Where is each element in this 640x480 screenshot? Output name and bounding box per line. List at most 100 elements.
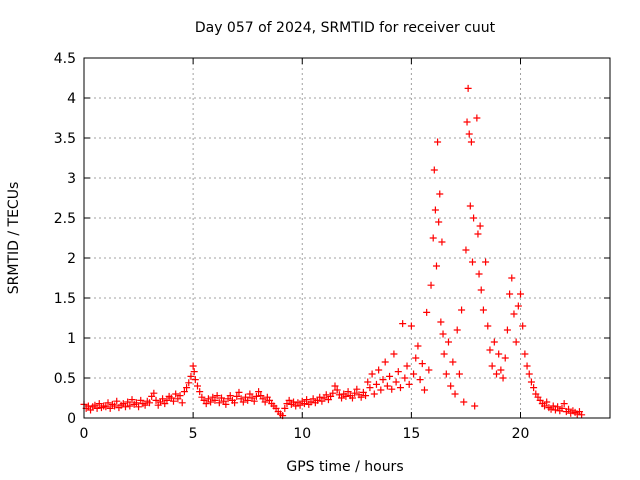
data-point [541, 402, 549, 410]
data-point [438, 238, 446, 246]
data-point [193, 382, 201, 390]
data-point [316, 393, 324, 401]
data-point [351, 389, 359, 397]
data-point [449, 358, 457, 366]
data-point [530, 384, 538, 392]
data-point [322, 391, 330, 399]
data-point [525, 370, 533, 378]
data-point [407, 322, 415, 330]
data-point [388, 385, 396, 393]
data-point [235, 388, 243, 396]
data-point [185, 379, 193, 387]
data-point [510, 310, 518, 318]
data-point [442, 370, 450, 378]
data-points [80, 84, 586, 420]
y-tick-label: 2.5 [54, 211, 76, 227]
y-tick-label: 4 [67, 91, 76, 107]
data-point [527, 378, 535, 386]
data-point [187, 372, 195, 380]
data-point [169, 397, 177, 405]
data-point [93, 404, 101, 412]
data-point [508, 274, 516, 282]
data-point [490, 338, 498, 346]
data-point [512, 338, 520, 346]
data-point [183, 384, 191, 392]
data-point [543, 398, 551, 406]
data-point [95, 400, 103, 408]
data-point [405, 380, 413, 388]
data-point [412, 354, 420, 362]
data-point [381, 358, 389, 366]
data-point [436, 190, 444, 198]
data-point [455, 370, 463, 378]
data-point [370, 390, 378, 398]
data-point [503, 326, 511, 334]
data-point [364, 378, 372, 386]
data-point [196, 388, 204, 396]
data-point [226, 392, 234, 400]
data-point [460, 398, 468, 406]
data-point [215, 399, 223, 407]
y-tick-label: 1.5 [54, 291, 76, 307]
data-point [474, 230, 482, 238]
data-point [416, 376, 424, 384]
data-point [190, 368, 198, 376]
data-point [104, 399, 112, 407]
data-point [403, 362, 411, 370]
x-axis-label: GPS time / hours [286, 459, 403, 475]
data-point [425, 366, 433, 374]
data-point [444, 338, 452, 346]
data-point [309, 395, 317, 403]
data-point [128, 396, 136, 404]
plot-frame [83, 57, 611, 419]
data-point [578, 411, 586, 419]
data-point [246, 390, 254, 398]
data-point [423, 308, 431, 316]
data-point [458, 306, 466, 314]
data-point [476, 222, 484, 230]
data-point [222, 400, 230, 408]
data-point [207, 398, 215, 406]
data-point [463, 118, 471, 126]
data-point [348, 394, 356, 402]
data-point [333, 386, 341, 394]
data-point [106, 404, 114, 412]
data-point [435, 218, 443, 226]
data-point [430, 166, 438, 174]
data-point [338, 394, 346, 402]
data-point [372, 380, 380, 388]
data-point [353, 385, 361, 393]
data-point [451, 390, 459, 398]
x-tick-label: 15 [402, 426, 420, 442]
data-point [523, 362, 531, 370]
data-point [252, 392, 260, 400]
data-point [390, 350, 398, 358]
data-point [244, 396, 252, 404]
data-point [401, 374, 409, 382]
data-point [366, 384, 374, 392]
data-point [554, 403, 562, 411]
x-tick-label: 5 [189, 426, 198, 442]
y-tick-label: 0.5 [54, 371, 76, 387]
data-point [113, 397, 121, 405]
data-point [141, 401, 149, 409]
y-axis-label: SRMTID / TECUs [6, 182, 22, 295]
data-point [431, 206, 439, 214]
data-point [386, 372, 394, 380]
data-point [342, 392, 350, 400]
data-point [375, 366, 383, 374]
data-point [383, 382, 391, 390]
x-tick-label: 0 [80, 426, 89, 442]
data-point [290, 398, 298, 406]
data-point [145, 399, 153, 407]
data-point [331, 382, 339, 390]
y-tick-label: 3 [67, 171, 76, 187]
data-point [303, 396, 311, 404]
data-point [399, 320, 407, 328]
y-tick-label: 1 [67, 331, 76, 347]
y-tick-label: 2 [67, 251, 76, 267]
data-point [549, 402, 557, 410]
data-point [440, 350, 448, 358]
data-point [453, 326, 461, 334]
data-point [486, 346, 494, 354]
